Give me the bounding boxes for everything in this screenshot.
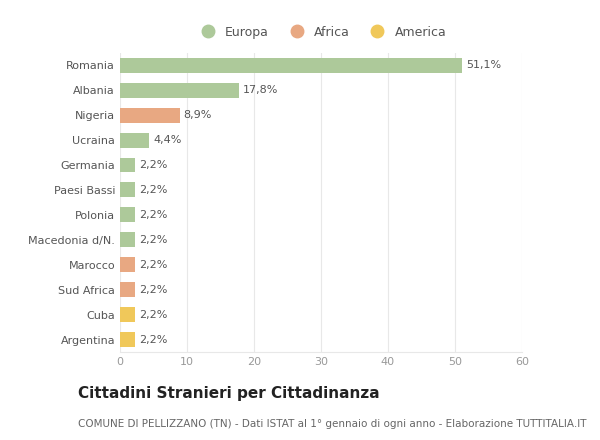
Bar — [120, 257, 135, 272]
Text: 2,2%: 2,2% — [139, 160, 167, 170]
Bar — [120, 83, 239, 98]
Text: COMUNE DI PELLIZZANO (TN) - Dati ISTAT al 1° gennaio di ogni anno - Elaborazione: COMUNE DI PELLIZZANO (TN) - Dati ISTAT a… — [78, 419, 587, 429]
Text: 2,2%: 2,2% — [139, 310, 167, 319]
Bar — [120, 58, 463, 73]
Bar — [120, 207, 135, 222]
Text: 2,2%: 2,2% — [139, 260, 167, 270]
Text: 8,9%: 8,9% — [184, 110, 212, 120]
Text: 2,2%: 2,2% — [139, 285, 167, 295]
Text: 17,8%: 17,8% — [243, 85, 278, 95]
Bar — [120, 108, 179, 123]
Text: 2,2%: 2,2% — [139, 185, 167, 195]
Text: 2,2%: 2,2% — [139, 235, 167, 245]
Bar — [120, 158, 135, 172]
Text: Cittadini Stranieri per Cittadinanza: Cittadini Stranieri per Cittadinanza — [78, 386, 380, 401]
Text: 2,2%: 2,2% — [139, 334, 167, 345]
Bar — [120, 132, 149, 147]
Bar — [120, 332, 135, 347]
Text: 4,4%: 4,4% — [154, 135, 182, 145]
Bar — [120, 232, 135, 247]
Text: 2,2%: 2,2% — [139, 210, 167, 220]
Bar — [120, 183, 135, 198]
Legend: Europa, Africa, America: Europa, Africa, America — [193, 23, 449, 41]
Bar — [120, 282, 135, 297]
Bar — [120, 307, 135, 322]
Text: 51,1%: 51,1% — [466, 60, 502, 70]
